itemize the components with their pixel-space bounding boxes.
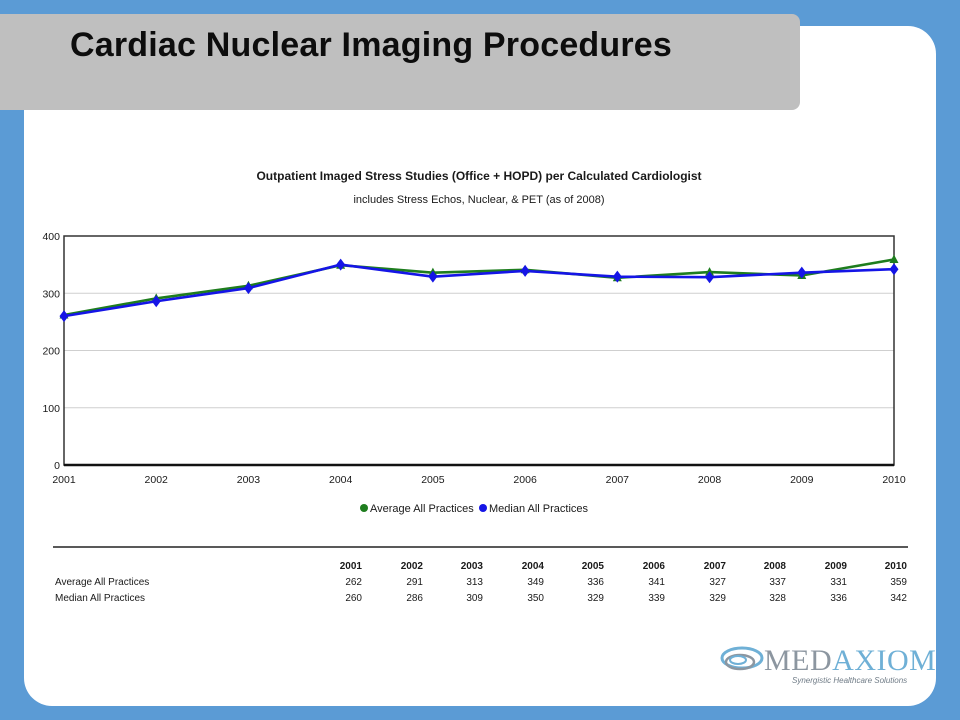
table-cell: 327 [709,577,726,588]
x-tick-label: 2010 [882,474,906,486]
data-point-median [797,266,807,279]
x-tick-label: 2004 [329,474,353,486]
data-point-median [336,258,346,271]
x-tick-label: 2002 [145,474,169,486]
logo-tagline: Synergistic Healthcare Solutions [792,676,908,685]
table-cell: 336 [587,577,604,588]
table-row-label: Median All Practices [55,593,145,604]
table-header-cell: 2009 [825,561,848,572]
table-cell: 262 [345,577,362,588]
table-row-label: Average All Practices [55,577,149,588]
x-tick-label: 2007 [606,474,630,486]
data-point-median [243,282,253,295]
medaxiom-swirl-icon [720,646,764,671]
logo-brand-med: MED [764,644,833,677]
data-point-median [889,263,899,276]
legend-label: Average All Practices [370,503,474,515]
y-tick-label: 0 [54,460,60,472]
table-header-cell: 2006 [643,561,666,572]
slide-panel [24,26,936,706]
table-cell: 286 [406,593,423,604]
table-cell: 337 [769,577,786,588]
data-point-median [428,270,438,283]
data-point-median [612,270,622,283]
logo-wordmark: MEDAXIOM [764,644,936,678]
table-cell: 328 [769,593,786,604]
legend-marker [479,504,487,512]
chart-title: Outpatient Imaged Stress Studies (Office… [256,169,701,183]
x-tick-label: 2006 [513,474,537,486]
table-cell: 349 [527,577,544,588]
x-tick-label: 2003 [237,474,261,486]
table-header-cell: 2010 [885,561,908,572]
series-line [63,258,895,317]
table-cell: 339 [648,593,665,604]
table-cell: 309 [466,593,483,604]
data-point-median [705,271,715,284]
legend-label: Median All Practices [489,503,589,515]
table-cell: 341 [648,577,665,588]
table-header-cell: 2001 [340,561,363,572]
table-header-cell: 2005 [582,561,605,572]
x-tick-label: 2009 [790,474,814,486]
logo-brand-axiom: AXIOM [832,644,937,677]
x-tick-label: 2008 [698,474,722,486]
medaxiom-logo: MEDAXIOM Synergistic Healthcare Solution… [718,640,936,690]
table-cell: 291 [406,577,423,588]
data-point-median [151,295,161,308]
table-cell: 313 [466,577,483,588]
x-tick-label: 2001 [52,474,76,486]
title-bar: Cardiac Nuclear Imaging Procedures [0,14,800,110]
table-cell: 331 [830,577,847,588]
y-tick-label: 400 [42,231,60,243]
x-tick-label: 2005 [421,474,445,486]
legend-marker [360,504,368,512]
series-line [63,263,895,318]
table-cell: 336 [830,593,847,604]
table-cell: 342 [890,593,907,604]
data-point-average [889,254,899,263]
page-title: Cardiac Nuclear Imaging Procedures [70,26,673,64]
chart-subtitle: includes Stress Echos, Nuclear, & PET (a… [353,194,604,206]
y-tick-label: 300 [42,288,60,300]
table-header-cell: 2002 [401,561,424,572]
table-header-cell: 2007 [704,561,727,572]
table-header-cell: 2004 [522,561,545,572]
data-point-median [520,264,530,277]
y-tick-label: 100 [42,403,60,415]
table-cell: 260 [345,593,362,604]
table-header-cell: 2003 [461,561,484,572]
table-cell: 329 [709,593,726,604]
data-point-median [59,310,69,323]
table-header-cell: 2008 [764,561,787,572]
y-tick-label: 200 [42,346,60,358]
table-cell: 359 [890,577,907,588]
table-cell: 350 [527,593,544,604]
table-cell: 329 [587,593,604,604]
